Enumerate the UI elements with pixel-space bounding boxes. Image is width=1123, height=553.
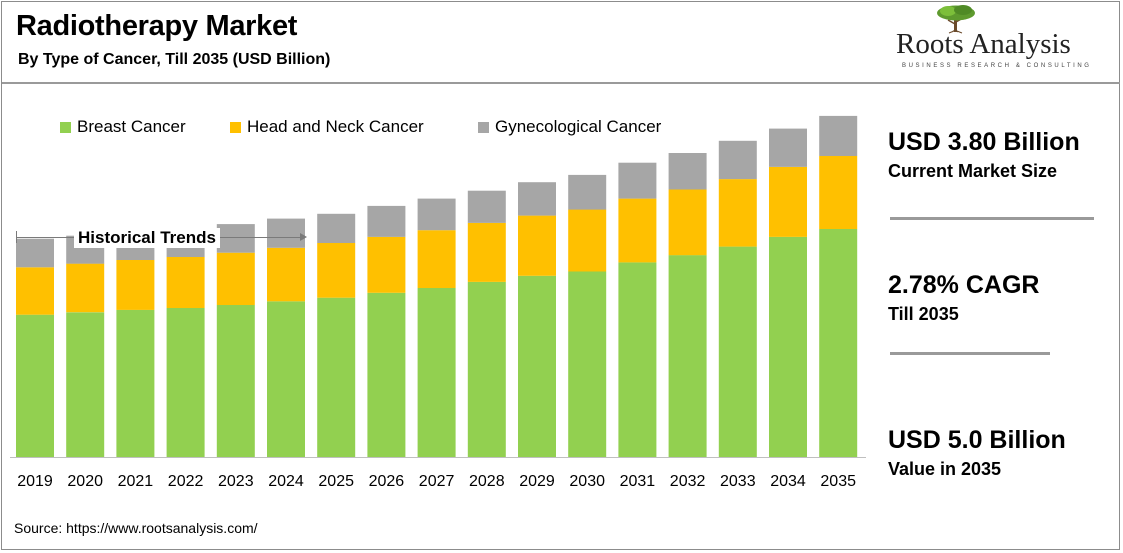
bar-breast-2021: [116, 309, 155, 457]
stat-value: 2.78% CAGR: [888, 271, 1040, 299]
x-tick-label-2028: 2028: [469, 473, 505, 490]
bar-head-neck-2026: [367, 236, 406, 293]
x-tick-label-2035: 2035: [820, 473, 856, 490]
bar-breast-2030: [568, 271, 607, 457]
bar-gynecological-2023: [216, 224, 255, 253]
legend-swatch-gynecological: [478, 121, 489, 133]
bar-head-neck-2035: [819, 156, 858, 229]
bar-breast-2033: [718, 246, 757, 457]
x-tick-label-2024: 2024: [268, 473, 304, 490]
bar-breast-2027: [417, 288, 456, 457]
bar-breast-2031: [618, 262, 657, 457]
historical-trends-label: Historical Trends: [74, 228, 220, 248]
bar-head-neck-2023: [216, 252, 255, 305]
legend-swatch-head-neck: [230, 121, 241, 133]
x-tick-label-2026: 2026: [369, 473, 405, 490]
bar-gynecological-2033: [718, 140, 757, 180]
bar-head-neck-2024: [267, 247, 305, 302]
bar-breast-2035: [819, 229, 858, 457]
x-tick-label-2029: 2029: [519, 473, 555, 490]
bar-head-neck-2033: [718, 179, 757, 247]
legend-label: Breast Cancer: [77, 117, 186, 136]
bar-head-neck-2025: [317, 243, 356, 298]
x-tick-label-2032: 2032: [670, 473, 706, 490]
legend-item-head-neck-cancer: Head and Neck Cancer: [230, 117, 424, 137]
x-tick-label-2033: 2033: [720, 473, 756, 490]
bar-head-neck-2019: [16, 267, 54, 315]
source-note: Source: https://www.rootsanalysis.com/: [14, 520, 258, 536]
bar-gynecological-2024: [267, 218, 305, 248]
bar-head-neck-2020: [66, 263, 105, 313]
bar-gynecological-2029: [518, 182, 556, 216]
bar-gynecological-2034: [769, 128, 807, 167]
bar-gynecological-2032: [668, 153, 707, 190]
bar-head-neck-2030: [568, 209, 607, 272]
legend-item-breast-cancer: Breast Cancer: [60, 117, 186, 137]
bar-breast-2019: [16, 314, 54, 457]
page-subtitle: By Type of Cancer, Till 2035 (USD Billio…: [18, 51, 331, 68]
bar-gynecological-2019: [16, 238, 54, 268]
roots-analysis-logo: Roots Analysis BUSINESS RESEARCH & CONSU…: [890, 4, 1105, 74]
x-tick-label-2025: 2025: [318, 473, 354, 490]
bar-breast-2034: [769, 236, 807, 457]
x-tick-label-2027: 2027: [419, 473, 455, 490]
bar-head-neck-2022: [166, 256, 205, 308]
stat-value: USD 3.80 Billion: [888, 128, 1080, 156]
bar-gynecological-2026: [367, 205, 406, 237]
arrow-right-icon: [300, 233, 307, 241]
x-tick-label-2030: 2030: [569, 473, 605, 490]
legend-label: Gynecological Cancer: [495, 117, 662, 136]
stat-separator: [890, 352, 1050, 355]
legend-label: Head and Neck Cancer: [247, 117, 424, 136]
bar-head-neck-2027: [417, 230, 456, 288]
stat-separator: [890, 217, 1094, 220]
stat-label: Current Market Size: [888, 161, 1058, 181]
bar-head-neck-2029: [518, 215, 556, 276]
bar-gynecological-2031: [618, 162, 657, 199]
bar-gynecological-2025: [317, 213, 356, 243]
bar-breast-2023: [216, 305, 255, 457]
page-title: Radiotherapy Market: [16, 10, 298, 42]
stat-value-2035: USD 5.0 Billion Value in 2035: [888, 426, 1066, 480]
logo-name: Roots Analysis: [896, 28, 1071, 60]
bar-head-neck-2028: [467, 222, 506, 282]
bar-gynecological-2030: [568, 174, 607, 210]
stat-label: Till 2035: [888, 304, 959, 324]
bar-head-neck-2031: [618, 198, 657, 263]
tree-icon: [937, 5, 975, 34]
trend-start-tick: [16, 231, 17, 243]
logo-tagline: BUSINESS RESEARCH & CONSULTING: [902, 63, 1092, 69]
legend-swatch-breast: [60, 121, 71, 133]
bar-breast-2022: [166, 308, 205, 457]
x-tick-label-2031: 2031: [620, 473, 656, 490]
stat-value: USD 5.0 Billion: [888, 426, 1066, 454]
x-tick-label-2034: 2034: [770, 473, 806, 490]
bar-gynecological-2028: [467, 190, 506, 223]
bar-breast-2025: [317, 297, 356, 457]
bar-head-neck-2032: [668, 189, 707, 256]
bar-gynecological-2027: [417, 198, 456, 231]
stat-cagr: 2.78% CAGR Till 2035: [888, 271, 1039, 325]
stat-current-market-size: USD 3.80 Billion Current Market Size: [888, 128, 1080, 182]
stacked-bar-chart: 2019 2020 2021 2022 2023 2024 2025 2026 2027 2028…: [10, 115, 866, 490]
bar-breast-2020: [66, 312, 105, 457]
stat-label: Value in 2035: [888, 459, 1002, 479]
bar-breast-2024: [267, 301, 305, 457]
header-separator: [2, 82, 1120, 84]
historical-trends-annotation: Historical Trends: [16, 228, 307, 248]
legend-item-gynecological-cancer: Gynecological Cancer: [478, 117, 661, 137]
bar-breast-2028: [467, 281, 506, 457]
bar-breast-2032: [668, 255, 707, 457]
bar-breast-2026: [367, 292, 406, 457]
bar-head-neck-2034: [769, 167, 807, 237]
bar-head-neck-2021: [116, 260, 155, 310]
x-tick-label-2020: 2020: [67, 473, 103, 490]
x-tick-label-2023: 2023: [218, 473, 254, 490]
bar-breast-2029: [518, 275, 556, 457]
bar-gynecological-2035: [819, 115, 858, 156]
x-tick-label-2019: 2019: [17, 473, 53, 490]
x-tick-label-2022: 2022: [168, 473, 204, 490]
x-tick-label-2021: 2021: [118, 473, 154, 490]
